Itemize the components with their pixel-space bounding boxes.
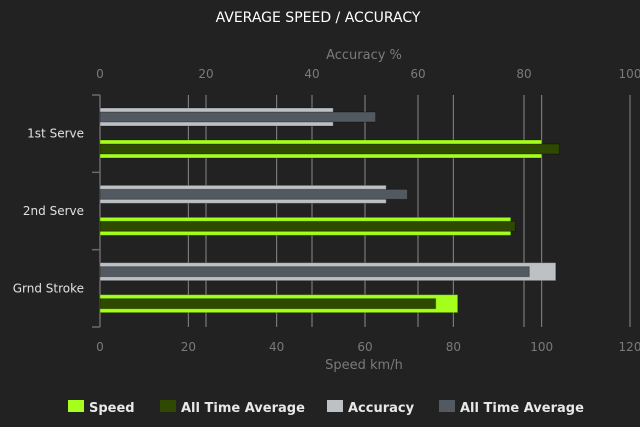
top-tick-label: 100 xyxy=(619,67,640,81)
bar-all-time-average xyxy=(99,143,560,155)
bottom-tick-label: 40 xyxy=(269,340,284,354)
bar-all-time-average xyxy=(99,188,408,200)
category-label: 2nd Serve xyxy=(23,204,84,218)
bottom-axis-label: Speed km/h xyxy=(325,358,403,373)
legend-swatch xyxy=(439,400,455,412)
bottom-tick-label: 80 xyxy=(446,340,461,354)
top-tick-label: 80 xyxy=(516,67,531,81)
bottom-tick-label: 20 xyxy=(181,340,196,354)
chart-title: AVERAGE SPEED / ACCURACY xyxy=(216,10,421,26)
top-tick-label: 20 xyxy=(198,67,213,81)
category-label: 1st Serve xyxy=(27,127,84,141)
legend-label: All Time Average xyxy=(181,401,305,416)
bar-all-time-average xyxy=(99,266,530,278)
top-tick-label: 60 xyxy=(410,67,425,81)
legend-swatch xyxy=(68,400,84,412)
category-label: Grnd Stroke xyxy=(13,281,84,295)
bottom-tick-label: 60 xyxy=(357,340,372,354)
legend-swatch xyxy=(160,400,176,412)
top-tick-label: 40 xyxy=(304,67,319,81)
legend-label: Accuracy xyxy=(348,401,415,416)
legend-label: All Time Average xyxy=(460,401,584,416)
bottom-tick-label: 100 xyxy=(530,340,553,354)
top-tick-label: 0 xyxy=(96,67,104,81)
legend-label: Speed xyxy=(89,401,135,416)
bar-all-time-average xyxy=(99,220,516,232)
bottom-tick-label: 120 xyxy=(619,340,640,354)
legend-swatch xyxy=(327,400,343,412)
bar-all-time-average xyxy=(99,111,377,123)
bar-all-time-average xyxy=(99,298,437,310)
bottom-tick-label: 0 xyxy=(96,340,104,354)
top-axis-label: Accuracy % xyxy=(326,48,402,63)
